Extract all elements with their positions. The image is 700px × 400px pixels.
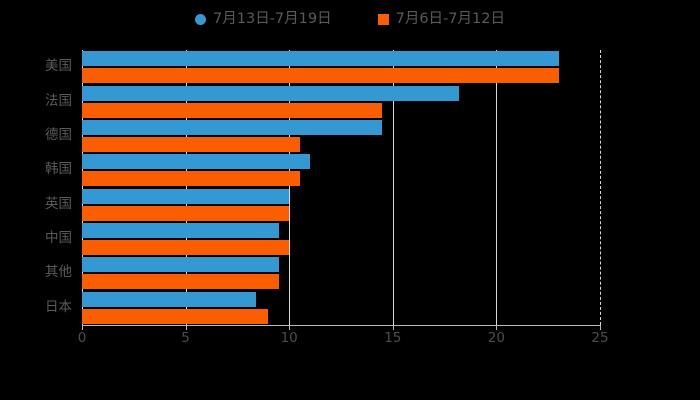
plot-area [82,50,601,325]
x-axis-tick-mark [289,325,291,330]
y-axis-tick-label: 日本 [45,298,72,315]
bar[interactable] [82,291,257,307]
legend-square-marker-icon [377,13,389,25]
bar-group-7 [82,291,600,324]
gridline-x-5 [185,50,187,325]
x-axis-tick-label: 10 [280,330,298,346]
chart-legend: 7月13日-7月19日 7月6日-7月12日 [0,8,700,30]
bar[interactable] [82,308,269,324]
bar[interactable] [82,240,290,256]
gridline-x-15 [392,50,394,325]
legend-item-series-0[interactable]: 7月13日-7月19日 [195,12,332,27]
x-axis-tick-mark [392,325,394,330]
y-axis-tick-label: 韩国 [45,161,72,178]
bar[interactable] [82,136,300,152]
y-axis-tick-label: 其他 [45,264,72,281]
bar[interactable] [82,85,460,101]
bar[interactable] [82,171,300,187]
bar-group-0 [82,51,600,84]
bar[interactable] [82,154,310,170]
bar[interactable] [82,51,559,67]
x-axis-tick-label: 0 [77,330,87,346]
y-axis-tick-label: 英国 [45,195,72,212]
x-axis-tick-mark [185,325,187,330]
y-axis-tick-label: 中国 [45,230,72,247]
legend-item-series-1[interactable]: 7月6日-7月12日 [377,10,505,27]
y-axis-tick-label: 德国 [45,126,72,143]
bar-group-3 [82,154,600,187]
legend-label-series-0: 7月13日-7月19日 [213,10,332,27]
bar[interactable] [82,274,279,290]
bar-group-5 [82,223,600,256]
x-axis-tick-label: 5 [181,330,190,346]
bar-group-2 [82,119,600,152]
x-axis-tick-label: 15 [384,330,402,346]
bar-group-1 [82,85,600,118]
legend-circle-marker-icon [195,13,207,25]
x-axis-tick-mark [496,325,498,330]
gridline-x-0 [82,50,83,325]
gridline-x-25 [600,50,601,325]
x-axis-tick-label: 20 [487,330,505,346]
x-axis-tick-mark [82,325,83,330]
x-axis-tick-mark [600,325,601,330]
bar[interactable] [82,205,290,221]
gridline-x-10 [289,50,291,325]
bar[interactable] [82,68,559,84]
x-axis-tick-label: 25 [591,330,609,346]
y-axis-tick-label: 法国 [45,92,72,109]
y-axis-tick-label: 美国 [45,58,72,75]
bar[interactable] [82,188,290,204]
gridline-x-20 [496,50,498,325]
x-axis-line [82,325,601,326]
y-axis-labels: 美国法国德国韩国英国中国其他日本 [0,50,72,325]
legend-label-series-1: 7月6日-7月12日 [395,10,505,27]
bar[interactable] [82,257,279,273]
bar-group-4 [82,188,600,221]
bar-group-6 [82,257,600,290]
bar[interactable] [82,119,383,135]
bar[interactable] [82,102,383,118]
bar[interactable] [82,223,279,239]
